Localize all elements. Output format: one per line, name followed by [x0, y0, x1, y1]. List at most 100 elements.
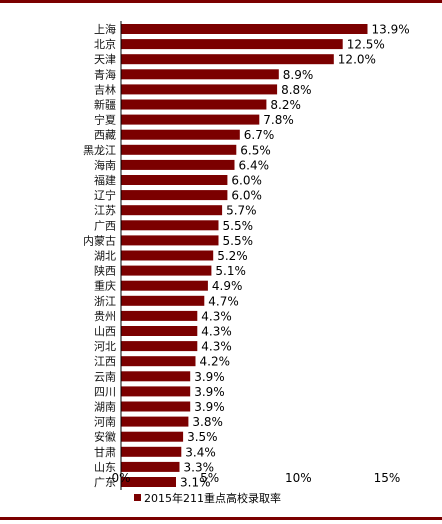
- bar: [121, 310, 198, 321]
- value-labels: 13.9%12.5%12.0%8.9%8.8%8.2%7.8%6.7%6.5%6…: [180, 23, 410, 490]
- bar: [121, 54, 334, 65]
- value-label: 4.3%: [201, 325, 232, 339]
- value-label: 5.2%: [217, 249, 248, 263]
- x-tick-label: 0%: [111, 471, 130, 485]
- category-label: 四川: [94, 385, 116, 398]
- category-label: 宁夏: [94, 113, 116, 127]
- category-label: 福建: [94, 173, 116, 187]
- bar: [121, 446, 182, 457]
- category-label: 海南: [94, 158, 116, 172]
- bar: [121, 99, 267, 110]
- value-label: 3.9%: [194, 370, 225, 384]
- category-label: 河北: [94, 340, 116, 353]
- category-label: 甘肃: [94, 446, 116, 459]
- bar: [121, 477, 176, 487]
- bar: [121, 431, 184, 442]
- bar: [121, 235, 219, 246]
- value-label: 6.7%: [244, 128, 274, 142]
- category-label: 西藏: [94, 129, 116, 142]
- value-label: 5.5%: [223, 219, 254, 233]
- legend-swatch: [134, 494, 141, 501]
- bar: [121, 84, 278, 95]
- bars-layer: [121, 24, 368, 487]
- value-label: 6.4%: [239, 158, 270, 172]
- value-label: 4.3%: [201, 309, 232, 323]
- value-label: 3.9%: [194, 400, 225, 414]
- x-tick-label: 10%: [285, 471, 312, 485]
- value-label: 8.2%: [270, 98, 301, 112]
- bar: [121, 461, 180, 472]
- bar: [121, 250, 214, 261]
- top-border: [0, 0, 442, 3]
- bar: [121, 159, 235, 170]
- category-label: 天津: [94, 53, 116, 66]
- category-label: 江西: [94, 355, 116, 368]
- value-label: 5.7%: [226, 204, 257, 218]
- category-label: 广西: [94, 219, 116, 232]
- category-labels: 上海北京天津青海吉林新疆宁夏西藏黑龙江海南福建辽宁江苏广西内蒙古湖北陕西重庆浙江…: [83, 22, 116, 489]
- value-label: 6.0%: [231, 174, 262, 188]
- bar: [121, 190, 228, 201]
- category-label: 湖南: [94, 401, 116, 414]
- category-label: 江苏: [94, 204, 116, 217]
- legend: 2015年211重点高校录取率: [134, 491, 281, 505]
- category-label: 云南: [94, 370, 116, 383]
- value-label: 12.0%: [338, 53, 376, 67]
- category-label: 黑龙江: [83, 144, 116, 157]
- category-label: 山东: [94, 461, 116, 474]
- category-label: 重庆: [94, 279, 116, 293]
- value-label: 4.9%: [212, 279, 243, 293]
- value-label: 7.8%: [263, 113, 294, 127]
- value-label: 4.7%: [208, 294, 239, 308]
- bar: [121, 114, 260, 125]
- category-label: 上海: [94, 22, 116, 36]
- value-label: 4.2%: [200, 355, 231, 369]
- x-tick-labels: 0% 5% 10% 15%: [111, 471, 400, 485]
- category-label: 新疆: [94, 98, 116, 112]
- value-label: 4.3%: [201, 340, 232, 354]
- value-label: 8.8%: [281, 83, 312, 97]
- category-label: 内蒙古: [83, 233, 116, 247]
- x-tick-label: 15%: [374, 471, 401, 485]
- bar: [121, 371, 191, 382]
- bar: [121, 129, 240, 140]
- category-label: 吉林: [94, 82, 116, 96]
- bar: [121, 280, 208, 291]
- category-label: 湖北: [94, 250, 116, 263]
- category-label: 浙江: [94, 295, 116, 308]
- bar: [121, 386, 191, 397]
- legend-label: 2015年211重点高校录取率: [144, 491, 281, 505]
- category-label: 辽宁: [94, 188, 116, 202]
- category-label: 河南: [94, 416, 116, 429]
- value-label: 3.5%: [187, 430, 218, 444]
- bar: [121, 341, 198, 352]
- bar: [121, 295, 205, 306]
- bar: [121, 144, 237, 155]
- bar: [121, 220, 219, 231]
- bar: [121, 265, 212, 276]
- value-label: 12.5%: [347, 38, 385, 52]
- value-label: 5.1%: [215, 264, 246, 278]
- bar: [121, 205, 223, 216]
- category-label: 广东: [94, 476, 116, 489]
- bar: [121, 401, 191, 412]
- value-label: 3.3%: [184, 460, 215, 474]
- value-label: 3.8%: [192, 415, 223, 429]
- value-label: 3.1%: [180, 476, 211, 490]
- x-tick-label: 5%: [200, 471, 219, 485]
- value-label: 3.9%: [194, 385, 225, 399]
- category-label: 北京: [94, 37, 116, 51]
- category-label: 贵州: [94, 310, 116, 323]
- value-label: 8.9%: [283, 68, 314, 82]
- bar: [121, 416, 189, 427]
- bar: [121, 69, 279, 80]
- category-label: 陕西: [94, 264, 116, 278]
- bar: [121, 356, 196, 367]
- value-label: 6.5%: [240, 143, 270, 157]
- category-label: 安徽: [94, 430, 116, 444]
- bar: [121, 175, 228, 185]
- value-label: 13.9%: [372, 23, 410, 37]
- value-label: 6.0%: [231, 189, 262, 203]
